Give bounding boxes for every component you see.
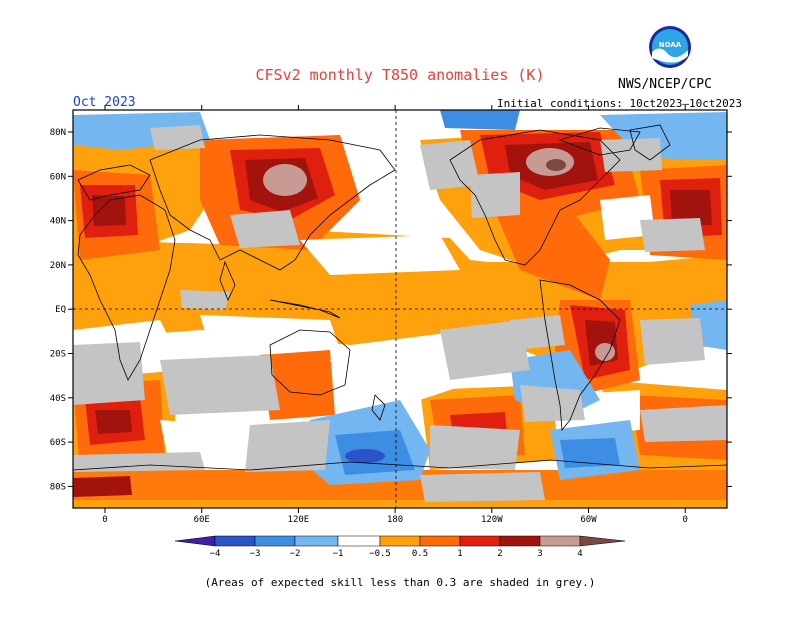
colorbar-tick-label: 3 bbox=[537, 549, 542, 559]
initial-conditions-label: Initial conditions: 10ct2023—10ct2023 bbox=[497, 97, 743, 110]
lon-tick-label: 180 bbox=[387, 515, 403, 525]
colorbar-segment bbox=[294, 535, 339, 547]
colorbar-segment bbox=[214, 535, 256, 547]
colorbar-segment bbox=[174, 535, 216, 547]
longitude-axis: 0 60E 120E 180 120W 60W 0 bbox=[102, 105, 688, 525]
lat-tick-label: 60S bbox=[50, 438, 66, 448]
map-title: CFSv2 monthly T850 anomalies (K) bbox=[255, 66, 545, 84]
colorbar-tick-label: −4 bbox=[210, 549, 221, 559]
lon-tick-label: 60W bbox=[580, 515, 597, 525]
lat-tick-label: 80N bbox=[50, 128, 66, 138]
colorbar-segment bbox=[254, 535, 296, 547]
colorbar-segment bbox=[379, 535, 421, 547]
lat-tick-label: 40N bbox=[50, 217, 66, 227]
colorbar-tick-label: −0.5 bbox=[369, 549, 391, 559]
colorbar-tick-label: 2 bbox=[497, 549, 502, 559]
lon-tick-label: 120W bbox=[481, 515, 503, 525]
lon-tick-label: 120E bbox=[288, 515, 310, 525]
colorbar-segment bbox=[419, 535, 461, 547]
month-label: Oct 2023 bbox=[73, 95, 136, 110]
colorbar-segment bbox=[539, 535, 581, 547]
colorbar-tick-label: 1 bbox=[457, 549, 462, 559]
noaa-logo: NOAA bbox=[649, 26, 691, 68]
lon-tick-label: 0 bbox=[102, 515, 107, 525]
anomaly-map bbox=[72, 109, 728, 509]
lat-tick-label: 20N bbox=[50, 261, 66, 271]
footnote: (Areas of expected skill less than 0.3 a… bbox=[204, 576, 596, 589]
colorbar-segment bbox=[337, 535, 381, 547]
colorbar-tick-label: −3 bbox=[250, 549, 261, 559]
colorbar-segment bbox=[579, 535, 626, 547]
colorbar-tick-label: −2 bbox=[290, 549, 301, 559]
colorbar-segment bbox=[459, 535, 501, 547]
colorbar-tick-label: 0.5 bbox=[412, 549, 428, 559]
lat-tick-label: EQ bbox=[55, 305, 66, 315]
latitude-axis: 80N 60N 40N 20N EQ 20S 40S 60S 80S bbox=[50, 128, 732, 492]
lat-tick-label: 60N bbox=[50, 172, 66, 182]
agency-label: NWS/NCEP/CPC bbox=[618, 77, 712, 92]
noaa-logo-text: NOAA bbox=[659, 41, 682, 49]
lat-tick-label: 20S bbox=[50, 350, 66, 360]
colorbar-segment bbox=[499, 535, 541, 547]
colorbar: −4 −3 −2 −1 −0.5 0.5 1 2 3 4 bbox=[174, 535, 626, 559]
lat-tick-label: 80S bbox=[50, 482, 66, 492]
lon-tick-label: 0 bbox=[682, 515, 687, 525]
lat-tick-label: 40S bbox=[50, 394, 66, 404]
colorbar-tick-label: −1 bbox=[333, 549, 344, 559]
colorbar-tick-label: 4 bbox=[577, 549, 582, 559]
lon-tick-label: 60E bbox=[194, 515, 210, 525]
